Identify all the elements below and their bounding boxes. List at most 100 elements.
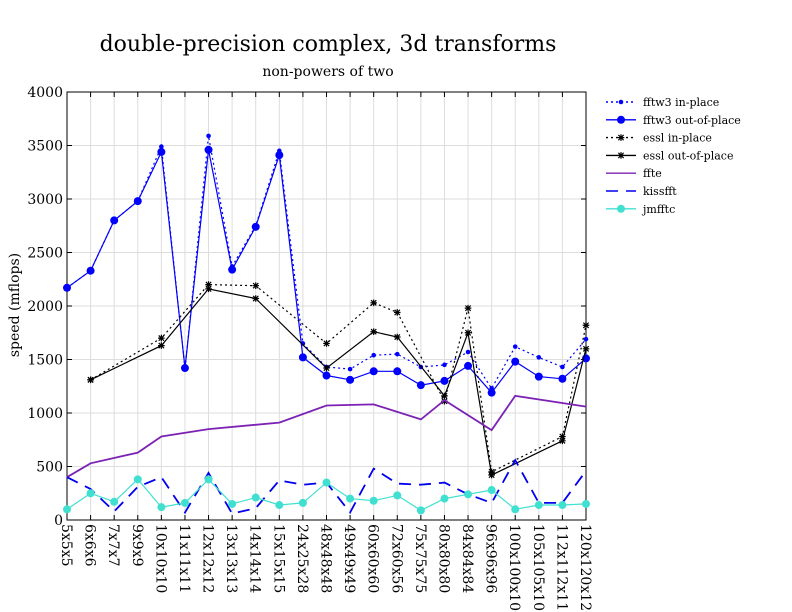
data-point bbox=[536, 355, 542, 360]
data-point bbox=[416, 381, 425, 390]
legend-entry: kissfft bbox=[606, 185, 677, 198]
x-tick-label: 120x120x120 bbox=[577, 524, 593, 612]
data-point bbox=[582, 499, 590, 508]
data-point bbox=[464, 329, 472, 337]
legend-marker bbox=[617, 152, 625, 159]
y-tick-label: 1500 bbox=[27, 353, 63, 369]
data-point bbox=[582, 345, 590, 353]
data-point bbox=[110, 216, 119, 225]
data-point bbox=[393, 333, 401, 341]
data-point bbox=[369, 367, 378, 376]
data-point bbox=[583, 336, 589, 342]
legend-label: essl out-of-place bbox=[643, 149, 733, 162]
data-point bbox=[63, 505, 71, 514]
data-point bbox=[228, 499, 237, 508]
data-point bbox=[440, 376, 449, 385]
data-point bbox=[63, 283, 71, 292]
legend-label: fftw3 out-of-place bbox=[643, 114, 741, 127]
data-point bbox=[416, 506, 425, 515]
x-tick-label: 100x100x100 bbox=[506, 524, 522, 612]
legend-marker bbox=[617, 204, 625, 213]
data-point bbox=[322, 371, 331, 380]
data-point bbox=[464, 490, 473, 499]
x-tick-label: 48x48x48 bbox=[318, 524, 334, 593]
x-tick-label: 5x5x5 bbox=[58, 524, 74, 567]
data-point bbox=[205, 285, 212, 293]
chart-subtitle: non-powers of two bbox=[262, 64, 393, 80]
x-tick-label: 112x112x112 bbox=[553, 524, 569, 612]
y-tick-label: 0 bbox=[54, 513, 63, 529]
data-point bbox=[441, 392, 448, 400]
data-point bbox=[370, 328, 377, 335]
y-tick-label: 3500 bbox=[27, 139, 63, 155]
data-point bbox=[87, 376, 94, 384]
data-point bbox=[252, 295, 260, 302]
x-tick-label: 11x11x11 bbox=[176, 524, 192, 593]
data-point bbox=[180, 364, 189, 373]
legend-label: ffte bbox=[643, 167, 662, 180]
x-tick-label: 49x49x49 bbox=[341, 524, 357, 593]
series-layer bbox=[63, 133, 590, 515]
data-point bbox=[251, 222, 260, 231]
data-point bbox=[558, 501, 567, 510]
data-point bbox=[204, 475, 213, 484]
legend-entry: essl out-of-place bbox=[606, 149, 733, 162]
data-point bbox=[159, 144, 164, 149]
x-tick-label: 24x25x28 bbox=[294, 524, 310, 593]
y-tick-label: 4000 bbox=[27, 85, 63, 101]
x-tick-label: 80x80x80 bbox=[435, 524, 451, 593]
x-tick-label: 13x13x13 bbox=[223, 524, 239, 593]
data-point bbox=[133, 475, 142, 484]
legend-label: kissfft bbox=[643, 185, 677, 198]
data-point bbox=[488, 471, 495, 479]
data-point bbox=[157, 503, 166, 512]
data-point bbox=[487, 486, 496, 495]
data-point bbox=[251, 493, 260, 502]
y-tick-label: 1000 bbox=[27, 406, 63, 422]
data-point bbox=[157, 147, 166, 156]
legend-label: fftw3 in-place bbox=[643, 96, 719, 109]
y-tick-label: 2000 bbox=[27, 299, 63, 315]
data-point bbox=[275, 151, 284, 160]
data-point bbox=[180, 498, 189, 507]
legend-marker bbox=[618, 99, 624, 105]
data-point bbox=[347, 366, 353, 372]
data-point bbox=[322, 478, 331, 487]
x-tick-label: 9x9x9 bbox=[129, 524, 145, 567]
legend-entry: essl in-place bbox=[606, 132, 712, 145]
y-tick-label: 500 bbox=[36, 460, 63, 476]
data-point bbox=[133, 197, 142, 206]
x-tick-label: 14x14x14 bbox=[247, 524, 263, 593]
series-line bbox=[90, 288, 587, 476]
data-point bbox=[465, 349, 471, 355]
x-tick-label: 15x15x15 bbox=[270, 524, 286, 593]
data-point bbox=[393, 491, 402, 500]
legend: fftw3 in-place fftw3 out-of-place essl in-… bbox=[606, 96, 741, 216]
data-point bbox=[512, 344, 518, 349]
data-point bbox=[393, 367, 402, 376]
data-point bbox=[440, 494, 449, 503]
data-point bbox=[560, 364, 565, 370]
x-tick-label: 96x96x96 bbox=[483, 524, 499, 593]
data-point bbox=[86, 489, 95, 498]
grid bbox=[67, 92, 586, 520]
legend-marker bbox=[617, 134, 625, 141]
data-point bbox=[346, 375, 355, 384]
data-point bbox=[511, 505, 520, 514]
data-point bbox=[275, 501, 284, 510]
data-point bbox=[559, 433, 566, 440]
legend-marker bbox=[617, 115, 625, 124]
series-essl-out-of-place bbox=[87, 285, 590, 479]
data-point bbox=[158, 334, 165, 342]
y-tick-label: 2500 bbox=[27, 246, 63, 262]
data-point bbox=[558, 374, 567, 383]
legend-entry: ffte bbox=[606, 167, 662, 180]
data-point bbox=[204, 145, 213, 154]
data-point bbox=[370, 299, 377, 307]
axes: 0 500 1000 1500 2000 2500 3000 3500 4000 5x5x5 6x6… bbox=[27, 85, 593, 612]
data-point bbox=[298, 498, 307, 507]
x-tick-label: 84x84x84 bbox=[459, 524, 475, 593]
legend-label: essl in-place bbox=[643, 132, 712, 145]
data-point bbox=[110, 497, 119, 506]
data-point bbox=[534, 501, 543, 510]
